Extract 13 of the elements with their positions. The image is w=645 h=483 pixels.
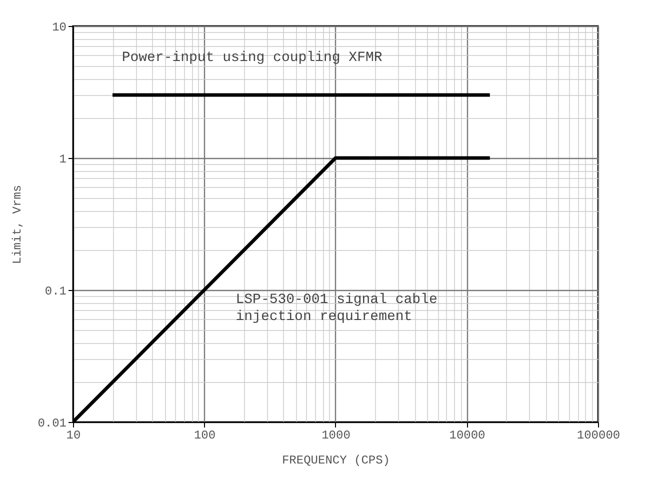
x-tick-label: 10000 (449, 428, 486, 442)
y-tick-label: 10 (52, 20, 66, 34)
y-tick-label: 0.01 (38, 416, 66, 430)
x-tick-label: 100 (194, 428, 216, 442)
y-tick-label: 1 (59, 152, 66, 166)
x-tick-label: 100000 (576, 428, 620, 442)
x-tick-label: 10 (66, 428, 81, 442)
x-axis-title: FREQUENCY (CPS) (282, 454, 390, 468)
y-axis-title: Limit, Vrms (10, 184, 25, 264)
y-tick-label: 0.1 (44, 284, 66, 298)
annotation: Power-input using coupling XFMR (122, 50, 383, 66)
x-tick-label: 1000 (322, 428, 350, 442)
annotation: LSP-530-001 signal cable injection requirement (236, 292, 438, 326)
